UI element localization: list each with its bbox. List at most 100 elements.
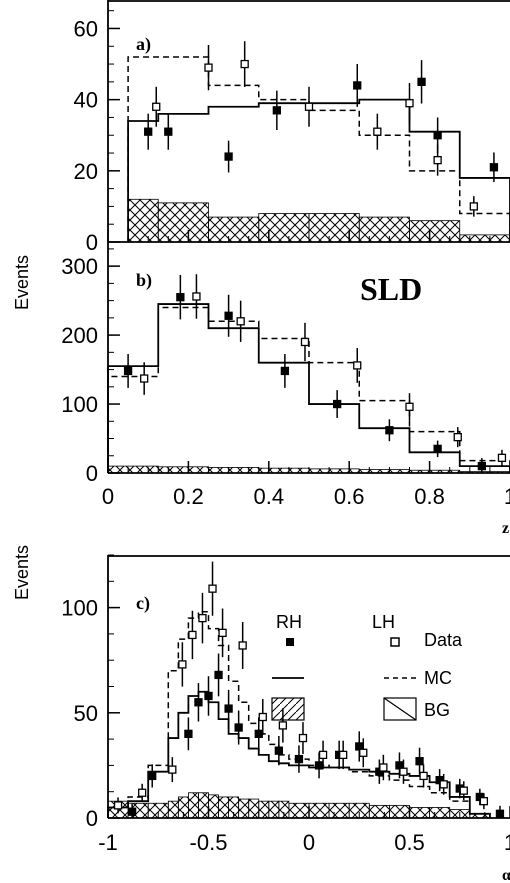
x-tick-label: 0.5 xyxy=(394,830,425,855)
rh-data-point xyxy=(195,699,202,706)
legend-mc-label: MC xyxy=(424,668,452,688)
lh-data-point xyxy=(189,631,196,638)
y-tick-label: 0 xyxy=(86,230,98,255)
rh-data-point xyxy=(275,747,282,754)
panel-label: a) xyxy=(136,34,151,55)
lh-data-point xyxy=(420,772,427,779)
lh-data-point xyxy=(470,203,477,210)
background-bin xyxy=(158,467,208,473)
rh-data-point xyxy=(281,367,288,374)
rh-data-point xyxy=(490,164,497,171)
lh-data-point xyxy=(153,103,160,110)
y-tick-label: 40 xyxy=(74,88,98,113)
rh-data-point xyxy=(255,730,262,737)
panel-b-histogram: 0 100 200 300 0 0.2 0.4 0.6 0.8 1 b) xyxy=(61,242,510,509)
rh-data-point xyxy=(129,808,136,815)
lh-data-point xyxy=(179,661,186,668)
lh-data-point xyxy=(139,789,146,796)
rh-data-point xyxy=(334,401,341,408)
lh-data-point xyxy=(219,629,226,636)
background-bin xyxy=(329,803,349,818)
background-bin xyxy=(209,217,259,242)
background-bin xyxy=(168,801,178,818)
y-tick-label: 100 xyxy=(61,392,98,417)
rh-data-point xyxy=(316,762,323,769)
background-bin xyxy=(209,795,219,818)
rh-data-point xyxy=(145,128,152,135)
rh-data-point xyxy=(416,758,423,765)
background-bin xyxy=(259,214,309,242)
lh-data-point xyxy=(320,751,327,758)
background-bin xyxy=(188,793,198,818)
x-tick-label: -0.5 xyxy=(190,830,228,855)
panel-label: c) xyxy=(136,593,150,614)
background-bin xyxy=(219,797,229,818)
events-axis-label-bottom: Events xyxy=(12,545,32,600)
background-bin xyxy=(269,801,279,818)
lh-data-point xyxy=(400,768,407,775)
background-bin xyxy=(198,793,208,818)
lh-data-point xyxy=(299,735,306,742)
lh-data-point xyxy=(306,103,313,110)
lh-data-point xyxy=(205,64,212,71)
legend-rh-label: RH xyxy=(276,612,302,632)
lh-data-point xyxy=(241,61,248,68)
rh-data-point xyxy=(295,756,302,763)
panel-a-histogram: 0 20 40 60 a) xyxy=(74,0,510,255)
rh-data-point xyxy=(165,128,172,135)
lh-data-point xyxy=(406,403,413,410)
legend-rh-bg-swatch xyxy=(272,698,304,720)
rh-data-point xyxy=(225,312,232,319)
sld-label: SLD xyxy=(360,271,422,307)
lh-data-point xyxy=(460,787,467,794)
lh-data-point xyxy=(259,714,266,721)
y-tick-label: 0 xyxy=(86,806,98,831)
lh-data-point xyxy=(279,722,286,729)
rh-data-point xyxy=(235,724,242,731)
y-tick-label: 100 xyxy=(61,596,98,621)
x-tick-label: 1 xyxy=(504,830,510,855)
lh-data-point xyxy=(237,318,244,325)
y-tick-label: 300 xyxy=(61,254,98,279)
rh-data-point xyxy=(418,78,425,85)
lh-data-point xyxy=(480,798,487,805)
lh-data-point xyxy=(454,434,461,441)
lh-data-point xyxy=(169,766,176,773)
background-bin xyxy=(108,466,158,473)
background-bin xyxy=(430,807,450,818)
background-bin xyxy=(289,803,309,818)
lh-data-point xyxy=(406,100,413,107)
background-bin xyxy=(239,799,249,818)
rh-data-point xyxy=(205,692,212,699)
rh-mc-histogram xyxy=(108,304,510,473)
rh-data-point xyxy=(225,705,232,712)
lh-data-point xyxy=(360,749,367,756)
lh-data-point xyxy=(374,128,381,135)
legend-rh-filled-marker xyxy=(286,638,294,646)
background-bin xyxy=(259,801,269,818)
background-bin xyxy=(309,803,329,818)
lh-data-point xyxy=(380,764,387,771)
rh-data-point xyxy=(225,153,232,160)
rh-data-point xyxy=(125,367,132,374)
legend-lh-label: LH xyxy=(372,612,395,632)
x-tick-label: 0 xyxy=(102,484,114,509)
lh-data-point xyxy=(301,338,308,345)
rh-data-point xyxy=(478,463,485,470)
y-tick-label: 200 xyxy=(61,323,98,348)
lh-data-point xyxy=(340,751,347,758)
y-tick-label: 50 xyxy=(74,701,98,726)
rh-data-point xyxy=(149,772,156,779)
lh-data-point xyxy=(193,293,200,300)
lh-data-point xyxy=(440,781,447,788)
y-tick-label: 20 xyxy=(74,159,98,184)
x-axis-label-z: z xyxy=(502,520,509,537)
rh-data-point xyxy=(386,427,393,434)
background-bin xyxy=(128,199,158,242)
x-tick-label: 0.6 xyxy=(334,484,365,509)
lh-data-point xyxy=(434,157,441,164)
background-bin xyxy=(389,805,409,818)
background-bin xyxy=(309,214,359,242)
rh-data-point xyxy=(434,132,441,139)
